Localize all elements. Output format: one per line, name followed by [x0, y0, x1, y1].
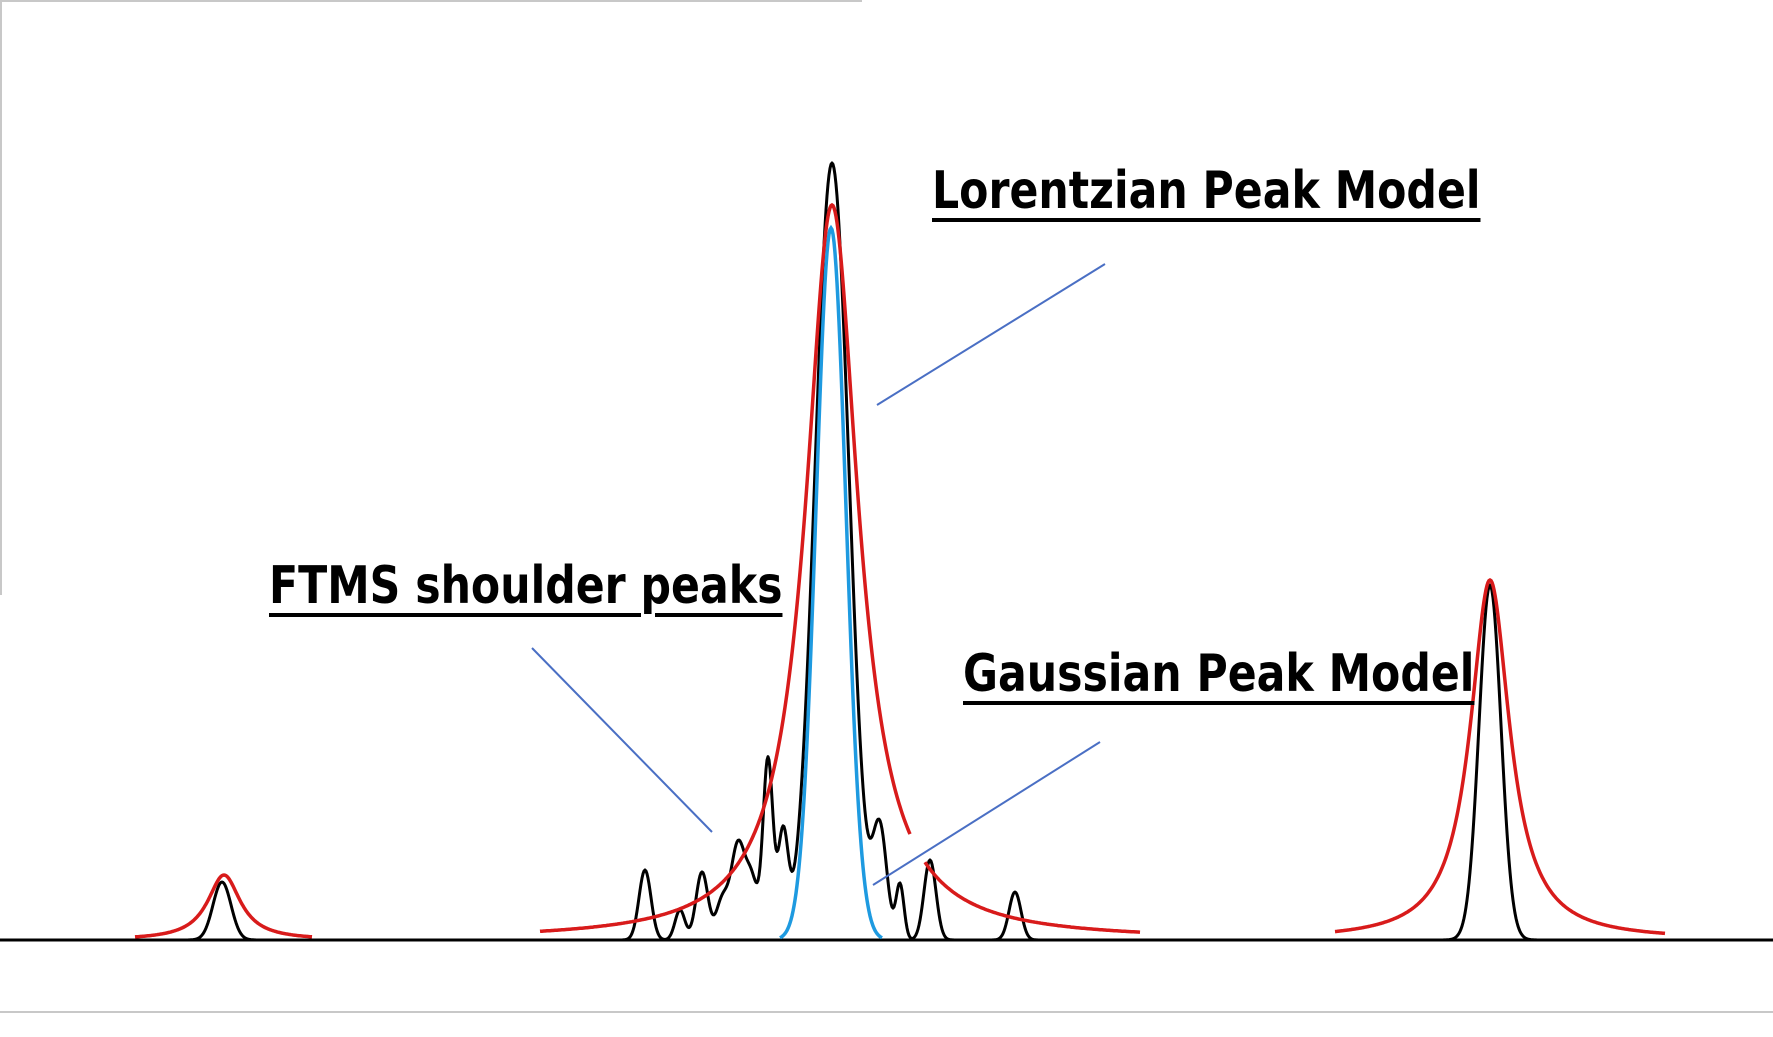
gaussian-model-label: Gaussian Peak Model — [963, 644, 1475, 704]
lorentzian-right-tail-trace — [923, 861, 1141, 934]
lorentzian-center-peak-trace — [539, 202, 912, 934]
lorentzian-model-label: Lorentzian Peak Model — [932, 161, 1481, 221]
ftms-shoulder-peaks-label: FTMS shoulder peaks — [269, 556, 783, 616]
gaussian-pointer-line — [872, 741, 1101, 886]
lorentzian-pointer-line — [876, 263, 1106, 406]
gaussian-model-trace — [779, 224, 883, 940]
ftms-pointer-line — [531, 647, 713, 833]
measured-spectrum-trace — [0, 161, 1773, 942]
lorentzian-right-peak-trace — [1334, 577, 1666, 936]
lorentzian-left-peak-trace — [134, 873, 313, 939]
